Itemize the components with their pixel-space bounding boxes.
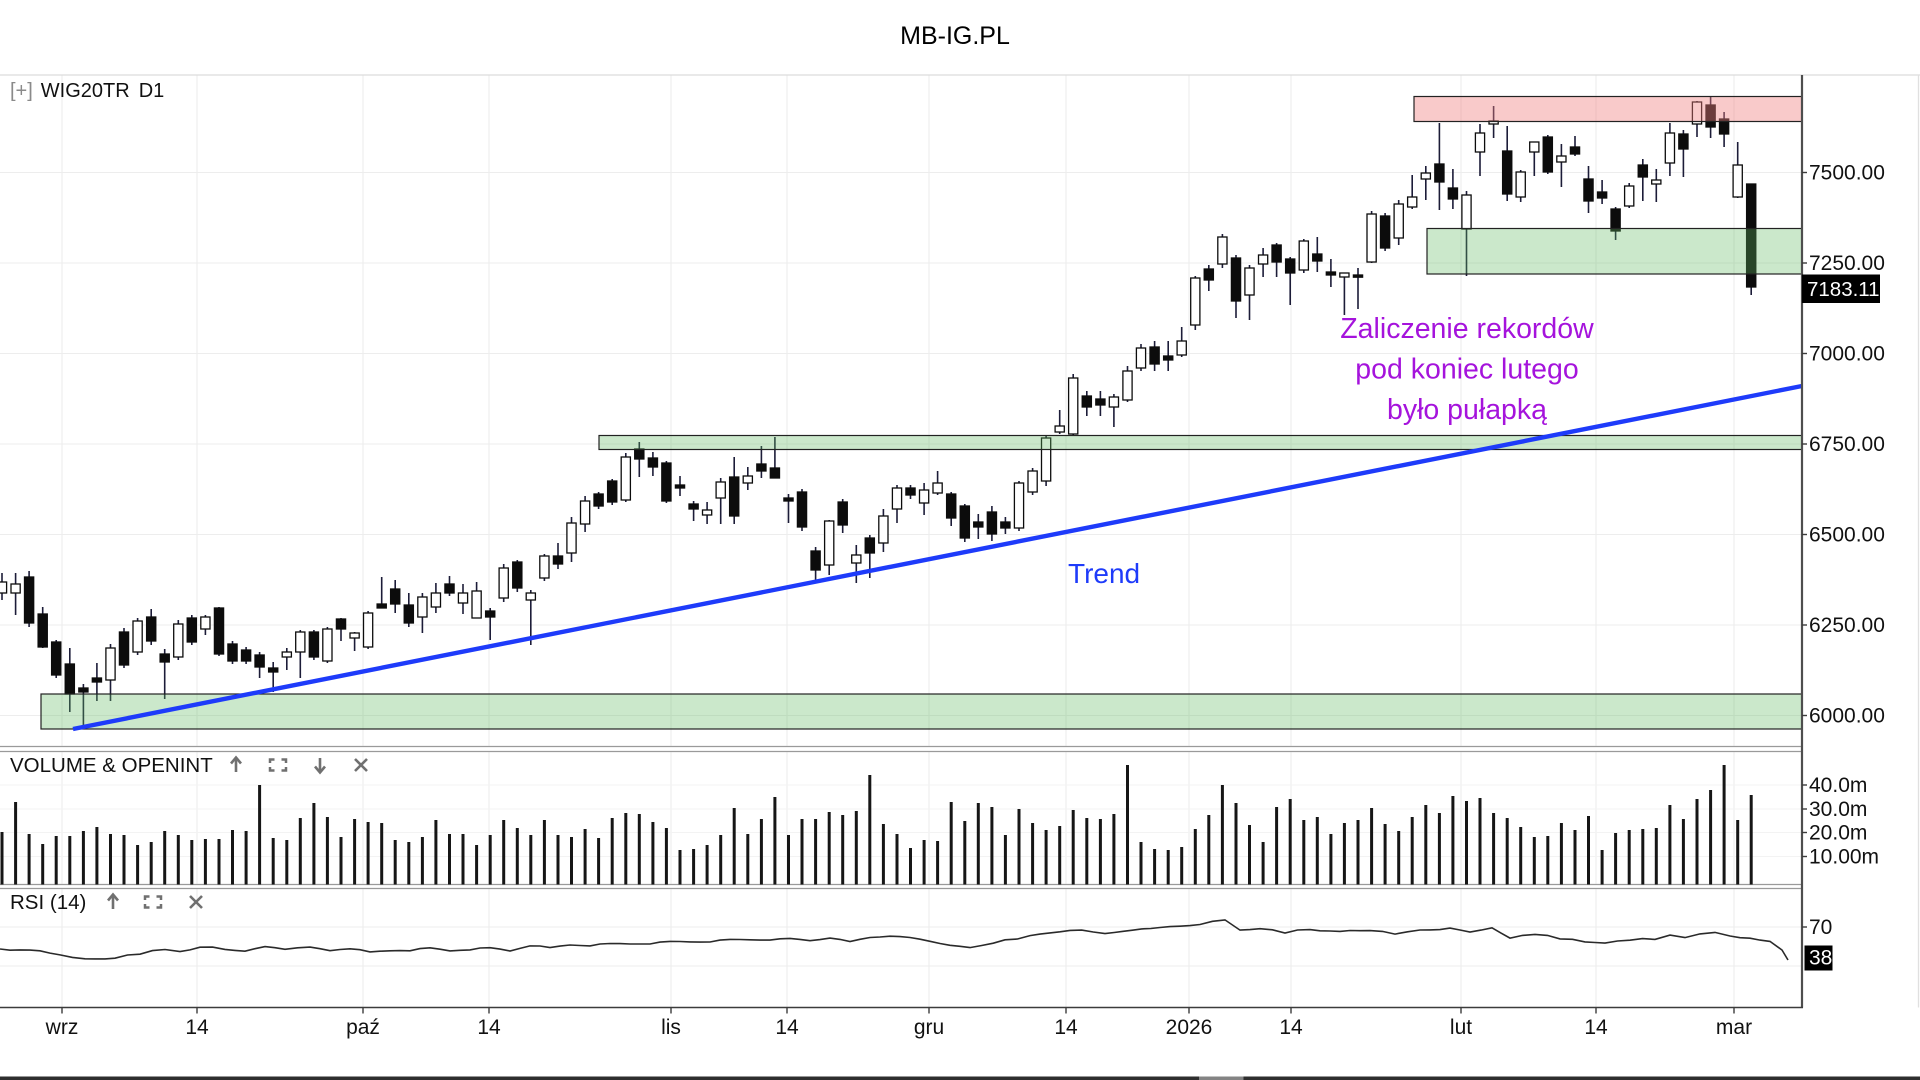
- svg-text:MB-IG.PL: MB-IG.PL: [900, 22, 1010, 50]
- svg-text:14: 14: [1279, 1016, 1303, 1039]
- svg-text:6250.00: 6250.00: [1809, 614, 1885, 637]
- svg-text:gru: gru: [914, 1016, 944, 1039]
- svg-text:14: 14: [1584, 1016, 1608, 1039]
- svg-text:6500.00: 6500.00: [1809, 524, 1885, 547]
- svg-text:40.0m: 40.0m: [1809, 774, 1867, 797]
- svg-text:lut: lut: [1450, 1016, 1472, 1039]
- svg-text:Zaliczenie rekordów: Zaliczenie rekordów: [1340, 313, 1594, 345]
- svg-text:6000.00: 6000.00: [1809, 705, 1885, 728]
- svg-text:10.00m: 10.00m: [1809, 846, 1879, 869]
- svg-text:38: 38: [1809, 947, 1832, 970]
- svg-text:2026: 2026: [1166, 1016, 1213, 1039]
- svg-text:30.0m: 30.0m: [1809, 798, 1867, 821]
- svg-text:VOLUME & OPENINT: VOLUME & OPENINT: [10, 754, 213, 777]
- svg-text:lis: lis: [661, 1016, 681, 1039]
- svg-text:mar: mar: [1716, 1016, 1752, 1039]
- svg-text:7000.00: 7000.00: [1809, 343, 1885, 366]
- svg-text:7183.11: 7183.11: [1807, 278, 1880, 301]
- svg-text:7250.00: 7250.00: [1809, 252, 1885, 275]
- svg-text:Trend: Trend: [1068, 558, 1140, 589]
- svg-text:7500.00: 7500.00: [1809, 162, 1885, 185]
- svg-text:14: 14: [185, 1016, 209, 1039]
- svg-text:było pułapką: było pułapką: [1387, 394, 1547, 426]
- svg-text:6750.00: 6750.00: [1809, 433, 1885, 456]
- svg-text:wrz: wrz: [45, 1016, 79, 1039]
- svg-text:paź: paź: [346, 1016, 380, 1039]
- svg-text:14: 14: [477, 1016, 501, 1039]
- svg-text:pod koniec lutego: pod koniec lutego: [1355, 354, 1578, 386]
- svg-text:20.0m: 20.0m: [1809, 822, 1867, 845]
- svg-text:14: 14: [775, 1016, 799, 1039]
- svg-text:RSI (14): RSI (14): [10, 891, 86, 914]
- svg-text:70: 70: [1809, 916, 1832, 939]
- svg-text:14: 14: [1054, 1016, 1078, 1039]
